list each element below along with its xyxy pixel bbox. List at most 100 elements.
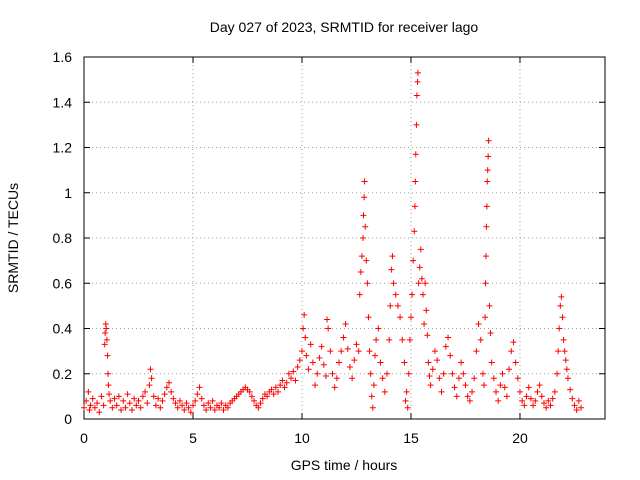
data-point [569, 395, 576, 402]
data-point [458, 359, 465, 366]
data-point [394, 302, 401, 309]
data-point [485, 153, 492, 160]
data-point [152, 402, 159, 409]
data-point [159, 397, 166, 404]
data-point [464, 393, 471, 400]
x-tick-label: 15 [403, 430, 419, 446]
data-point [578, 404, 585, 411]
data-point [124, 391, 131, 398]
data-point [375, 325, 382, 332]
data-point [91, 404, 98, 411]
data-point [555, 348, 562, 355]
data-point [147, 366, 154, 373]
data-point [301, 311, 308, 318]
data-point [128, 406, 135, 413]
data-point [406, 336, 413, 343]
data-point [257, 400, 264, 407]
data-point [413, 121, 420, 128]
data-point [436, 375, 443, 382]
data-point [453, 393, 460, 400]
data-point [479, 370, 486, 377]
data-point [309, 359, 316, 366]
data-point [218, 400, 225, 407]
data-point [356, 291, 363, 298]
data-point [558, 293, 565, 300]
data-point [103, 336, 110, 343]
data-point [107, 397, 114, 404]
data-point [426, 373, 433, 380]
data-point [392, 291, 399, 298]
y-tick-label: 1 [64, 185, 72, 201]
data-point [540, 400, 547, 407]
data-point [434, 357, 441, 364]
data-point [144, 400, 151, 407]
x-tick-label: 0 [80, 430, 88, 446]
data-point [157, 404, 164, 411]
data-point [133, 402, 140, 409]
label-layer: 0 0.2 0.4 0.6 0.8 1 1.2 1.4 1.6 0 5 10 15 20 [53, 49, 528, 446]
data-point [176, 397, 183, 404]
data-point [189, 402, 196, 409]
data-point [187, 409, 194, 416]
data-point [196, 384, 203, 391]
data-point [495, 397, 502, 404]
data-point [427, 382, 434, 389]
data-point [370, 382, 377, 389]
data-point [567, 386, 574, 393]
data-point [336, 359, 343, 366]
data-point [146, 382, 153, 389]
data-point [148, 375, 155, 382]
data-point [318, 343, 325, 350]
data-point [573, 406, 580, 413]
y-axis-title: SRMTID / TECUs [5, 183, 21, 293]
data-point [264, 393, 271, 400]
data-point [487, 330, 494, 337]
data-point [414, 78, 421, 85]
data-point [485, 137, 492, 144]
data-point [170, 395, 177, 402]
data-point [423, 307, 430, 314]
data-point [288, 375, 295, 382]
data-point [150, 393, 157, 400]
data-point [281, 384, 288, 391]
data-point [300, 325, 307, 332]
data-point [372, 352, 379, 359]
data-point [358, 253, 365, 260]
data-point [421, 320, 428, 327]
data-point [338, 348, 345, 355]
data-point [135, 397, 142, 404]
data-point [94, 400, 101, 407]
data-point [460, 370, 467, 377]
data-point [369, 404, 376, 411]
data-point [115, 393, 122, 400]
data-point [85, 388, 92, 395]
data-point [419, 291, 426, 298]
data-point [118, 406, 125, 413]
data-point [285, 370, 292, 377]
data-point [438, 388, 445, 395]
data-point [246, 388, 253, 395]
data-point [424, 332, 431, 339]
data-point [361, 178, 368, 185]
data-point [137, 404, 144, 411]
y-tick-label: 0.6 [53, 275, 73, 291]
data-point [534, 388, 541, 395]
data-point [422, 280, 429, 287]
data-point [543, 404, 550, 411]
data-point [120, 397, 127, 404]
data-point [320, 361, 327, 368]
data-point [510, 339, 517, 346]
data-point [211, 406, 218, 413]
data-point [349, 375, 356, 382]
data-point [166, 379, 173, 386]
data-point [414, 69, 421, 76]
data-point [501, 384, 508, 391]
data-point [98, 393, 105, 400]
data-point [255, 404, 262, 411]
data-point [172, 400, 179, 407]
data-point [503, 393, 510, 400]
data-point [181, 406, 188, 413]
data-point [536, 382, 543, 389]
y-tick-label: 0.8 [53, 230, 73, 246]
data-point [270, 391, 277, 398]
